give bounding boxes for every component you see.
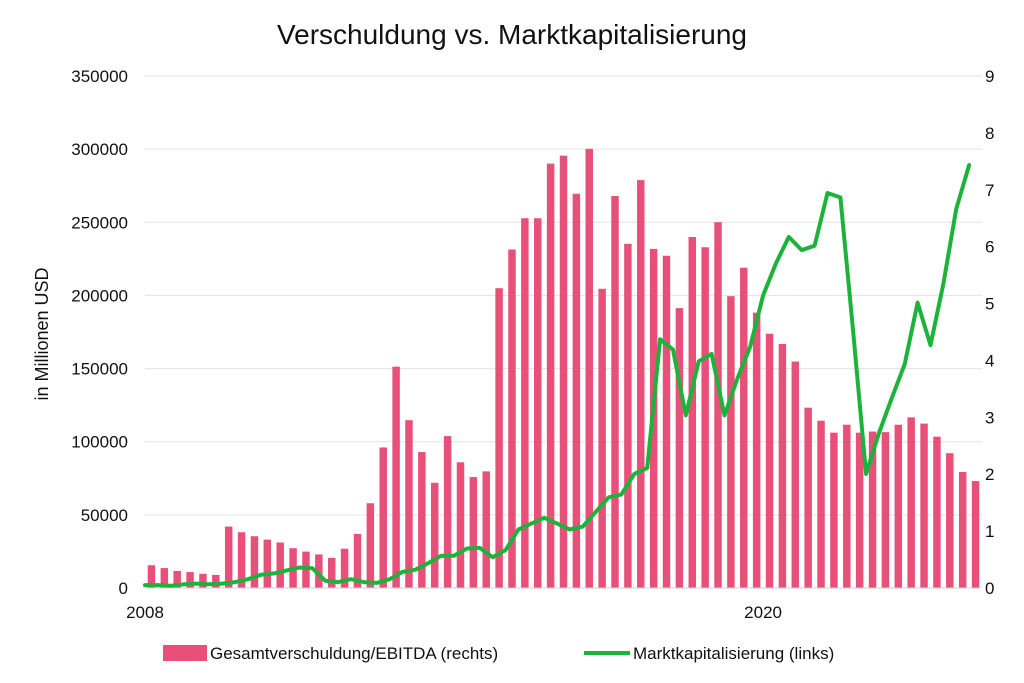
bar [611,196,619,588]
bar [971,481,980,588]
bar [199,573,207,588]
bar [572,193,581,588]
y-right-tick-label: 4 [985,351,994,370]
y-left-tick-label: 200000 [71,286,128,305]
y-right-tick-label: 3 [985,408,994,427]
bar [920,423,928,588]
bar [263,539,272,588]
bar [958,471,967,588]
y-left-tick-label: 150000 [71,360,128,379]
bar [662,255,671,588]
bar [237,532,246,588]
bar [598,288,606,588]
bar [173,570,181,588]
bar [276,542,284,588]
bar [405,420,413,588]
bar [817,420,825,588]
bar [224,526,233,588]
x-tick-label: 2020 [744,603,782,622]
bar [778,343,787,588]
bar [327,557,336,588]
y-left-tick-label: 100000 [71,433,128,452]
bar [315,554,323,588]
bar [868,431,877,588]
y-right-tick-label: 5 [985,295,994,314]
bar [469,477,478,588]
bar [160,568,169,588]
y-right-tick-label: 0 [985,579,994,598]
legend-label-line: Marktkapitalisierung (links) [633,644,834,663]
legend-swatch-bars [163,645,207,661]
x-tick-labels: 2008 2020 [126,603,782,622]
x-tick-label: 2008 [126,603,164,622]
bar [353,533,362,588]
bar [392,366,400,588]
y-left-tick-label: 50000 [81,506,128,525]
bar [675,308,684,588]
bar [546,163,555,588]
bar [881,432,890,588]
bar [830,432,838,588]
bar [212,574,220,588]
bar [379,447,387,588]
y-right-tick-label: 9 [985,67,994,86]
legend: Gesamtverschuldung/EBITDA (rechts) Markt… [163,644,834,663]
bar [534,218,542,588]
bar [855,432,864,588]
bar [843,424,851,588]
bar [456,462,465,588]
bar [624,243,632,589]
bar [740,267,748,588]
y-right-tick-labels: 0 1 2 3 4 5 6 7 8 9 [985,67,994,598]
bar [495,288,503,588]
bar [752,312,761,588]
y-right-tick-label: 6 [985,238,994,257]
bar [250,536,259,588]
bar [508,249,516,588]
chart-title: Verschuldung vs. Marktkapitalisierung [277,19,747,50]
bar [521,218,529,588]
bar [714,222,722,588]
line-series [143,163,972,588]
y-axis-label: in Millionen USD [32,267,52,400]
bar [637,180,645,588]
y-right-tick-label: 2 [985,465,994,484]
bar [482,471,490,588]
bar [765,333,774,588]
bar [366,503,375,588]
y-left-tick-label: 250000 [71,213,128,232]
bar [688,236,697,589]
bar [340,548,349,588]
bar [418,452,426,588]
bar [791,361,800,588]
market-cap-line [143,163,972,588]
y-left-tick-label: 0 [119,579,128,598]
bar [727,296,735,588]
bar [186,572,194,588]
bar [559,155,568,588]
bar [585,148,593,588]
y-left-tick-labels: 0 50000 100000 150000 200000 250000 300000 3500… [71,67,128,598]
bar [894,424,903,588]
bar [907,417,915,588]
bar [933,436,941,588]
bar [147,565,156,588]
y-left-tick-label: 350000 [71,67,128,86]
y-right-tick-label: 8 [985,124,994,143]
y-right-tick-label: 7 [985,181,994,200]
bar [804,407,812,588]
y-left-tick-label: 300000 [71,140,128,159]
legend-label-bars: Gesamtverschuldung/EBITDA (rechts) [210,644,498,663]
bar [946,453,954,588]
bar [430,482,439,588]
y-right-tick-label: 1 [985,522,994,541]
bar [701,247,709,589]
bar [443,436,452,588]
